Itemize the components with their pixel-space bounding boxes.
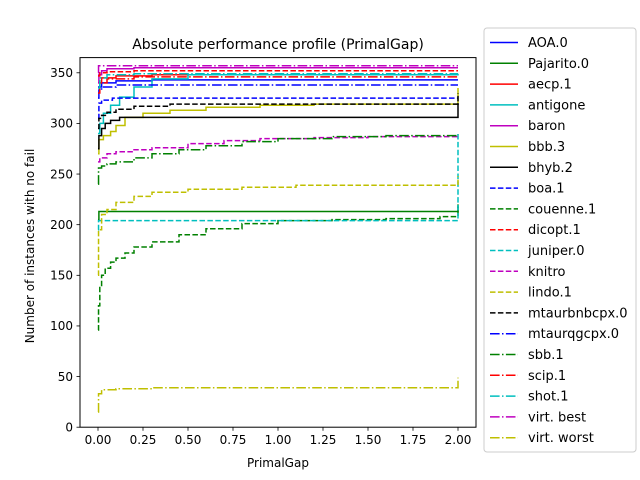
legend-label: couenne.1 <box>528 202 596 217</box>
x-tick-label: 1.75 <box>400 433 427 447</box>
x-tick-label: 1.00 <box>265 433 292 447</box>
legend-label: virt. worst <box>528 431 594 446</box>
x-axis-label: PrimalGap <box>247 456 309 470</box>
chart-title: Absolute performance profile (PrimalGap) <box>132 37 424 53</box>
series-line <box>98 103 459 150</box>
y-tick-label: 250 <box>50 167 73 181</box>
legend-label: bhyb.2 <box>528 161 573 176</box>
x-axis-ticks: 0.00 0.25 0.50 0.75 1.00 1.25 1.50 1.75 2.00 <box>85 427 472 447</box>
series-line <box>98 74 458 84</box>
y-tick-label: 200 <box>50 218 73 232</box>
legend-label: juniper.0 <box>527 244 585 259</box>
y-tick-label: 0 <box>65 421 73 435</box>
legend-label: scip.1 <box>528 369 566 384</box>
legend-label: sbb.1 <box>528 348 564 363</box>
legend-label: Pajarito.0 <box>528 57 589 72</box>
y-tick-label: 100 <box>50 319 73 333</box>
legend-label: mtaurqgcpx.0 <box>528 327 619 342</box>
legend-label: bbb.3 <box>528 140 565 155</box>
x-tick-label: 0.50 <box>175 433 202 447</box>
series-line <box>98 84 458 99</box>
legend-label: boa.1 <box>528 182 565 197</box>
series-line <box>98 76 458 94</box>
series-line <box>98 93 459 130</box>
x-tick-label: 1.50 <box>355 433 382 447</box>
y-axis-label: Number of instances with no fail <box>23 149 37 344</box>
legend-label: baron <box>528 119 565 134</box>
y-tick-label: 150 <box>50 269 73 283</box>
legend-label: antigone <box>528 98 585 113</box>
y-tick-label: 300 <box>50 117 73 131</box>
legend: AOA.0 Pajarito.0 aecp.1 antigone baron bbb.3 b… <box>483 27 637 453</box>
series-line <box>98 73 458 89</box>
series-line <box>97 176 459 277</box>
legend-label: AOA.0 <box>528 36 568 51</box>
legend-label: mtaurbnbcpx.0 <box>528 306 628 321</box>
series-line <box>97 134 459 185</box>
series-line <box>98 204 459 221</box>
legend-label: aecp.1 <box>528 78 572 93</box>
series-line <box>98 73 459 135</box>
legend-label: knitro <box>528 265 566 280</box>
legend-label: lindo.1 <box>528 286 572 301</box>
series-line <box>97 133 459 231</box>
x-tick-label: 0.00 <box>85 433 112 447</box>
series-line <box>97 206 459 331</box>
legend-frame <box>483 27 637 453</box>
plot-area-frame <box>79 57 477 428</box>
x-tick-label: 0.75 <box>220 433 247 447</box>
x-tick-label: 1.25 <box>310 433 337 447</box>
series-line <box>98 97 458 120</box>
series-line <box>98 70 458 77</box>
series-line <box>98 135 459 163</box>
x-tick-label: 2.00 <box>445 433 472 447</box>
legend-label: virt. best <box>528 410 586 425</box>
y-tick-label: 350 <box>50 66 73 80</box>
series-line <box>97 377 459 413</box>
series-line <box>97 64 458 74</box>
x-tick-label: 0.25 <box>130 433 157 447</box>
series-line <box>98 66 458 84</box>
y-axis-ticks: 0 50 100 150 200 250 300 350 <box>50 66 80 435</box>
plot-lines <box>97 64 459 413</box>
y-tick-label: 50 <box>58 370 73 384</box>
legend-label: dicopt.1 <box>528 223 581 238</box>
legend-label: shot.1 <box>528 390 568 405</box>
